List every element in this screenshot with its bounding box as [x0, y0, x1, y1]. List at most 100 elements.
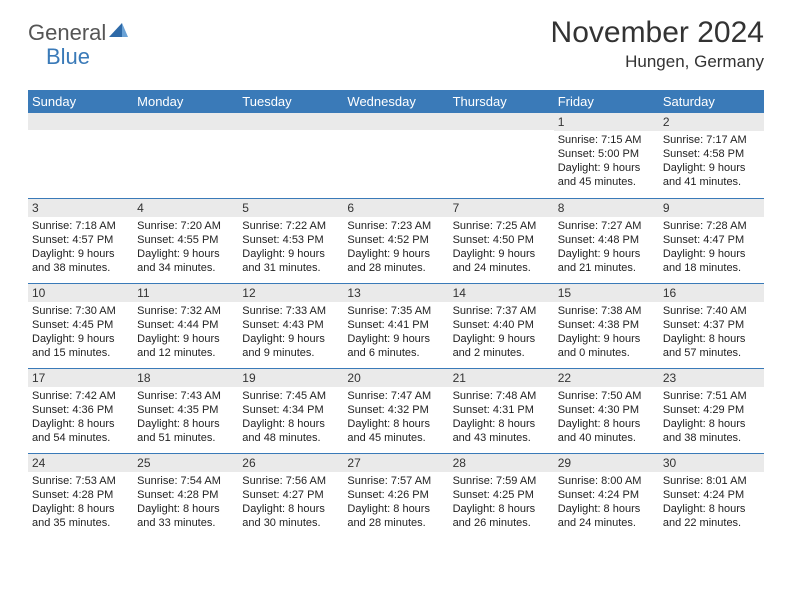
sunrise-text: Sunrise: 7:20 AM	[137, 219, 234, 233]
day-body: Sunrise: 7:27 AMSunset: 4:48 PMDaylight:…	[554, 217, 659, 277]
daylight-text: Daylight: 8 hours and 45 minutes.	[347, 417, 444, 445]
sunrise-text: Sunrise: 7:32 AM	[137, 304, 234, 318]
sunset-text: Sunset: 4:44 PM	[137, 318, 234, 332]
day-number: 21	[449, 369, 554, 387]
day-body: Sunrise: 7:35 AMSunset: 4:41 PMDaylight:…	[343, 302, 448, 362]
day-number: 7	[449, 199, 554, 217]
sunset-text: Sunset: 4:58 PM	[663, 147, 760, 161]
header: General November 2024 Hungen, Germany	[28, 16, 764, 72]
sunset-text: Sunset: 4:34 PM	[242, 403, 339, 417]
daylight-text: Daylight: 8 hours and 38 minutes.	[663, 417, 760, 445]
sunrise-text: Sunrise: 7:43 AM	[137, 389, 234, 403]
day-cell: 14Sunrise: 7:37 AMSunset: 4:40 PMDayligh…	[449, 283, 554, 368]
sunset-text: Sunset: 4:43 PM	[242, 318, 339, 332]
day-body: Sunrise: 7:47 AMSunset: 4:32 PMDaylight:…	[343, 387, 448, 447]
day-cell: 29Sunrise: 8:00 AMSunset: 4:24 PMDayligh…	[554, 453, 659, 538]
sunrise-text: Sunrise: 7:45 AM	[242, 389, 339, 403]
sunrise-text: Sunrise: 7:35 AM	[347, 304, 444, 318]
sunset-text: Sunset: 4:36 PM	[32, 403, 129, 417]
day-cell: 26Sunrise: 7:56 AMSunset: 4:27 PMDayligh…	[238, 453, 343, 538]
logo-sail-icon	[109, 22, 129, 45]
day-cell	[449, 113, 554, 198]
daylight-text: Daylight: 9 hours and 6 minutes.	[347, 332, 444, 360]
sunset-text: Sunset: 4:26 PM	[347, 488, 444, 502]
day-body: Sunrise: 7:15 AMSunset: 5:00 PMDaylight:…	[554, 131, 659, 191]
day-cell: 9Sunrise: 7:28 AMSunset: 4:47 PMDaylight…	[659, 198, 764, 283]
day-number: 2	[659, 113, 764, 131]
day-body: Sunrise: 7:43 AMSunset: 4:35 PMDaylight:…	[133, 387, 238, 447]
calendar-week: 24Sunrise: 7:53 AMSunset: 4:28 PMDayligh…	[28, 453, 764, 538]
daylight-text: Daylight: 8 hours and 30 minutes.	[242, 502, 339, 530]
weekday-header: Tuesday	[238, 90, 343, 113]
day-cell: 21Sunrise: 7:48 AMSunset: 4:31 PMDayligh…	[449, 368, 554, 453]
weekday-header: Monday	[133, 90, 238, 113]
day-number: 28	[449, 454, 554, 472]
sunrise-text: Sunrise: 8:00 AM	[558, 474, 655, 488]
sunset-text: Sunset: 4:38 PM	[558, 318, 655, 332]
day-cell: 20Sunrise: 7:47 AMSunset: 4:32 PMDayligh…	[343, 368, 448, 453]
daylight-text: Daylight: 9 hours and 41 minutes.	[663, 161, 760, 189]
sunset-text: Sunset: 4:28 PM	[137, 488, 234, 502]
sunrise-text: Sunrise: 7:59 AM	[453, 474, 550, 488]
daylight-text: Daylight: 8 hours and 33 minutes.	[137, 502, 234, 530]
sunset-text: Sunset: 4:35 PM	[137, 403, 234, 417]
day-number: 18	[133, 369, 238, 387]
calendar-week: 17Sunrise: 7:42 AMSunset: 4:36 PMDayligh…	[28, 368, 764, 453]
day-number: 17	[28, 369, 133, 387]
daylight-text: Daylight: 9 hours and 28 minutes.	[347, 247, 444, 275]
day-body: Sunrise: 7:32 AMSunset: 4:44 PMDaylight:…	[133, 302, 238, 362]
daylight-text: Daylight: 8 hours and 26 minutes.	[453, 502, 550, 530]
sunrise-text: Sunrise: 7:30 AM	[32, 304, 129, 318]
sunrise-text: Sunrise: 7:25 AM	[453, 219, 550, 233]
day-cell: 22Sunrise: 7:50 AMSunset: 4:30 PMDayligh…	[554, 368, 659, 453]
sunset-text: Sunset: 5:00 PM	[558, 147, 655, 161]
day-number: 24	[28, 454, 133, 472]
day-cell: 2Sunrise: 7:17 AMSunset: 4:58 PMDaylight…	[659, 113, 764, 198]
daylight-text: Daylight: 8 hours and 48 minutes.	[242, 417, 339, 445]
daylight-text: Daylight: 8 hours and 51 minutes.	[137, 417, 234, 445]
day-number: 23	[659, 369, 764, 387]
day-number: 25	[133, 454, 238, 472]
day-body: Sunrise: 7:50 AMSunset: 4:30 PMDaylight:…	[554, 387, 659, 447]
day-body: Sunrise: 7:17 AMSunset: 4:58 PMDaylight:…	[659, 131, 764, 191]
daylight-text: Daylight: 8 hours and 24 minutes.	[558, 502, 655, 530]
day-cell	[343, 113, 448, 198]
day-body: Sunrise: 8:00 AMSunset: 4:24 PMDaylight:…	[554, 472, 659, 532]
sunrise-text: Sunrise: 7:17 AM	[663, 133, 760, 147]
sunrise-text: Sunrise: 7:56 AM	[242, 474, 339, 488]
day-cell: 11Sunrise: 7:32 AMSunset: 4:44 PMDayligh…	[133, 283, 238, 368]
logo-subline: Blue	[46, 44, 90, 70]
day-cell: 16Sunrise: 7:40 AMSunset: 4:37 PMDayligh…	[659, 283, 764, 368]
daylight-text: Daylight: 9 hours and 18 minutes.	[663, 247, 760, 275]
day-body: Sunrise: 7:22 AMSunset: 4:53 PMDaylight:…	[238, 217, 343, 277]
weekday-header: Thursday	[449, 90, 554, 113]
daylight-text: Daylight: 9 hours and 34 minutes.	[137, 247, 234, 275]
day-body: Sunrise: 7:54 AMSunset: 4:28 PMDaylight:…	[133, 472, 238, 532]
sunrise-text: Sunrise: 7:51 AM	[663, 389, 760, 403]
day-number: 27	[343, 454, 448, 472]
day-cell: 3Sunrise: 7:18 AMSunset: 4:57 PMDaylight…	[28, 198, 133, 283]
daylight-text: Daylight: 9 hours and 21 minutes.	[558, 247, 655, 275]
sunset-text: Sunset: 4:55 PM	[137, 233, 234, 247]
sunrise-text: Sunrise: 7:40 AM	[663, 304, 760, 318]
sunset-text: Sunset: 4:52 PM	[347, 233, 444, 247]
day-number: 8	[554, 199, 659, 217]
daylight-text: Daylight: 8 hours and 57 minutes.	[663, 332, 760, 360]
daylight-text: Daylight: 9 hours and 45 minutes.	[558, 161, 655, 189]
daylight-text: Daylight: 8 hours and 35 minutes.	[32, 502, 129, 530]
sunset-text: Sunset: 4:25 PM	[453, 488, 550, 502]
daylight-text: Daylight: 9 hours and 38 minutes.	[32, 247, 129, 275]
day-number	[343, 113, 448, 130]
day-cell: 28 Sunrise: 7:59 AMSunset: 4:25 PMDayligh…	[449, 453, 554, 538]
day-body: Sunrise: 7:48 AMSunset: 4:31 PMDaylight:…	[449, 387, 554, 447]
day-cell: 15Sunrise: 7:38 AMSunset: 4:38 PMDayligh…	[554, 283, 659, 368]
calendar-table: Sunday Monday Tuesday Wednesday Thursday…	[28, 90, 764, 538]
day-body: Sunrise: 7:28 AMSunset: 4:47 PMDaylight:…	[659, 217, 764, 277]
day-number: 30	[659, 454, 764, 472]
day-cell: 19Sunrise: 7:45 AMSunset: 4:34 PMDayligh…	[238, 368, 343, 453]
title-block: November 2024 Hungen, Germany	[551, 16, 764, 72]
logo-text-1: General	[28, 20, 106, 46]
daylight-text: Daylight: 9 hours and 15 minutes.	[32, 332, 129, 360]
weekday-header: Saturday	[659, 90, 764, 113]
day-number	[133, 113, 238, 130]
